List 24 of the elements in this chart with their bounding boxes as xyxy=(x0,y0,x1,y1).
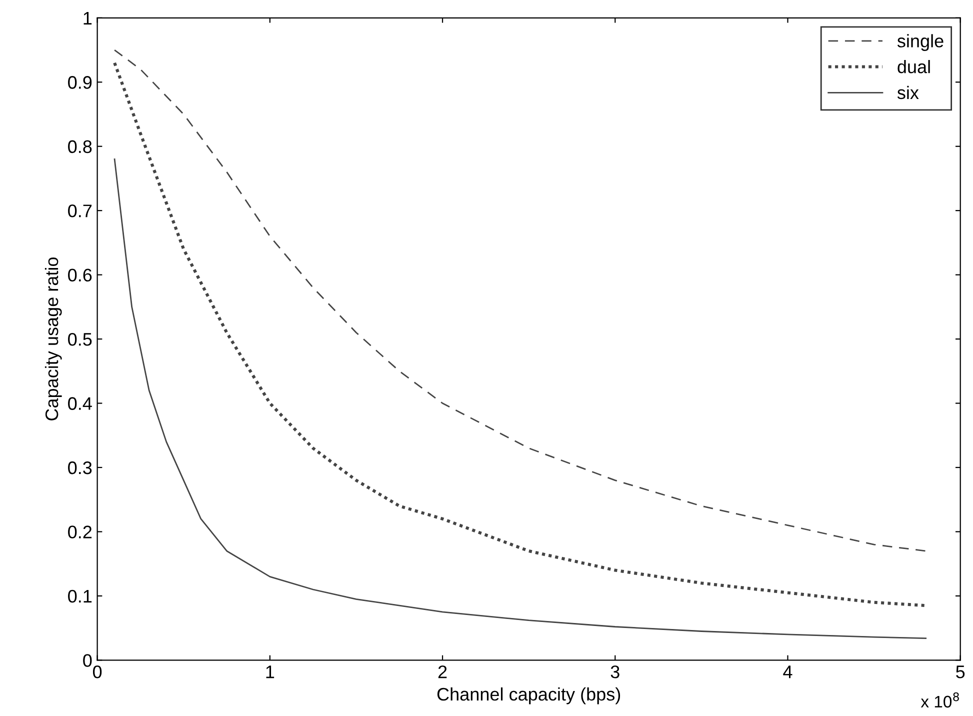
x-tick-label: 5 xyxy=(956,666,965,678)
y-tick-label: 0.1 xyxy=(68,590,92,603)
x-tick-label: 0 xyxy=(92,665,102,678)
y-tick-label: 0.2 xyxy=(68,526,92,538)
y-tick-label: 0 xyxy=(83,654,92,667)
y-tick-label: 1 xyxy=(84,12,92,24)
x-tick-label: 4 xyxy=(783,666,792,678)
y-tick-label: 0.8 xyxy=(68,140,92,154)
y-axis-title: Capacity usage ratio xyxy=(44,257,62,420)
legend-label: six xyxy=(897,86,919,100)
x-tick-label: 2 xyxy=(438,665,447,678)
y-tick-label: 0.3 xyxy=(68,461,92,474)
y-tick-label: 0.7 xyxy=(68,204,92,218)
x-axis-title: Channel capacity (bps) xyxy=(437,687,620,704)
y-tick-label: 0.5 xyxy=(68,332,92,346)
y-tick-label: 0.6 xyxy=(68,268,92,282)
line-series xyxy=(114,158,927,640)
x-tick-label: 1 xyxy=(266,666,274,678)
x-tick-label: 3 xyxy=(610,665,620,678)
y-tick-label: 0.9 xyxy=(68,76,92,89)
legend-label: dual xyxy=(898,60,930,74)
text: x 10$^{8}$ xyxy=(920,692,959,708)
legend-label: single xyxy=(897,34,944,51)
y-tick-label: 0.4 xyxy=(68,397,92,410)
